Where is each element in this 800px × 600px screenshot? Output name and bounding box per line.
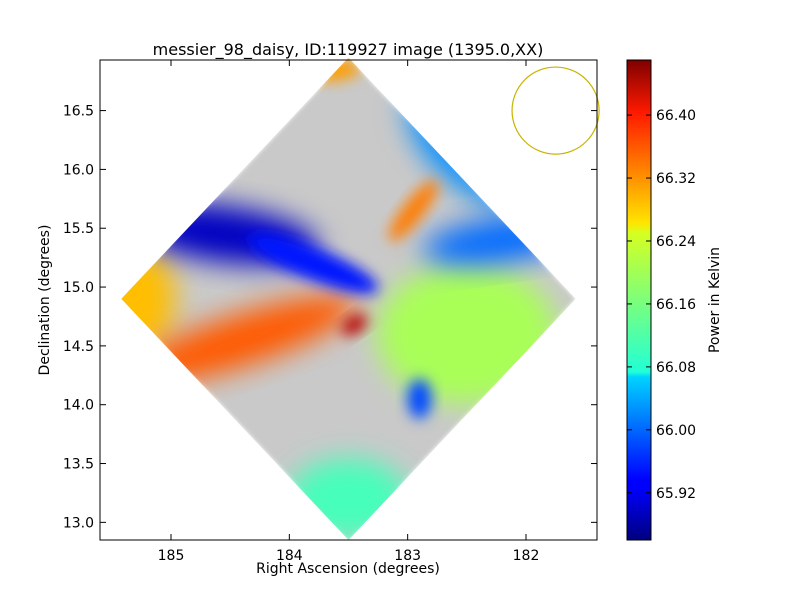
y-tick-label: 14.5 [63,339,94,355]
colorbar-tick-label: 66.00 [656,423,696,439]
chart-title: messier_98_daisy, ID:119927 image (1395.… [153,40,544,60]
axes-frame [99,59,598,541]
x-tick-label: 183 [394,548,421,564]
x-tick-label: 184 [276,548,303,564]
heatmap-feature [127,295,357,385]
colorbar-ticks: 65.92 66.00 66.08 66.16 66.24 66.32 66.40 [627,108,696,502]
colorbar-tick-label: 66.16 [656,297,696,313]
colorbar-label: Power in Kelvin [707,247,723,353]
colorbar-tick-label: 66.24 [656,234,696,250]
heatmap-feature [342,314,367,336]
x-axis-label: Right Ascension (degrees) [256,561,440,577]
y-tick-label: 13.0 [63,515,94,531]
heatmap-feature [121,243,176,354]
y-axis-ticks: 13.0 13.5 14.0 14.5 15.0 15.5 16.0 16.5 [63,104,597,531]
heatmap-feature [247,233,379,294]
colorbar-tick-label: 66.08 [656,360,696,376]
x-axis-ticks: 185 184 183 182 [158,60,540,564]
y-tick-label: 14.0 [63,398,94,414]
y-tick-label: 16.0 [63,162,94,178]
y-tick-label: 15.0 [63,280,94,296]
colorbar-tick-label: 65.92 [656,486,696,502]
heatmap-feature [407,378,432,419]
y-tick-label: 13.5 [63,457,94,473]
y-axis-label: Declination (degrees) [37,225,53,376]
x-tick-label: 185 [158,548,185,564]
heatmap-feature [388,180,439,242]
y-tick-label: 15.5 [63,221,94,237]
y-tick-label: 16.5 [63,104,94,120]
beam-circle [511,66,600,155]
x-tick-label: 182 [513,548,540,564]
colorbar [626,59,652,541]
colorbar-tick-label: 66.40 [656,108,696,124]
colorbar-tick-label: 66.32 [656,171,696,187]
